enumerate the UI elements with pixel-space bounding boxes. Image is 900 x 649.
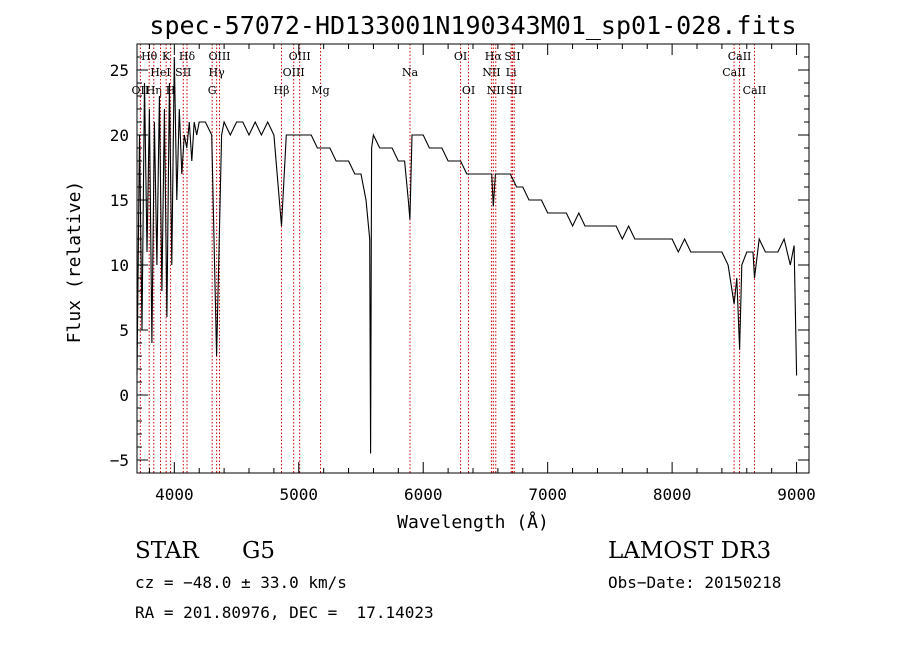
line-label: CaII	[722, 66, 746, 79]
spectrum-line	[136, 56, 798, 454]
line-label: Hδ	[179, 50, 196, 63]
y-tick-label: 10	[110, 256, 129, 275]
line-label: Hβ	[274, 84, 290, 97]
x-tick-label: 4000	[155, 485, 194, 504]
line-label: OI	[454, 50, 467, 63]
y-tick-label: 15	[110, 191, 129, 210]
line-label: OI	[462, 84, 475, 97]
spectrum-plot: spec-57072-HD133001N190343M01_sp01-028.f…	[64, 11, 816, 533]
y-tick-label: 5	[119, 321, 129, 340]
line-label: H	[166, 84, 176, 97]
coordinates: RA = 201.80976, DEC = 17.14023	[135, 603, 434, 622]
line-label: Hα	[485, 50, 503, 63]
line-label: CaII	[743, 84, 767, 97]
line-label: CaII	[728, 50, 752, 63]
x-tick-label: 9000	[777, 485, 816, 504]
x-tick-label: 6000	[404, 485, 443, 504]
obs-date: Obs−Date: 20150218	[608, 573, 782, 592]
x-tick-label: 7000	[528, 485, 567, 504]
line-label: K	[162, 50, 171, 63]
line-label: OIII	[289, 50, 311, 63]
chart-title: spec-57072-HD133001N190343M01_sp01-028.f…	[149, 11, 796, 40]
survey-name: LAMOST DR3	[608, 538, 772, 564]
y-axis-label: Flux (relative)	[64, 181, 85, 344]
line-label: NII	[487, 84, 505, 97]
line-label: Hγ	[209, 66, 226, 79]
line-label: Li	[506, 66, 517, 79]
line-label: HeI	[150, 66, 170, 79]
x-axis-label: Wavelength (Å)	[397, 511, 549, 533]
y-tick-label: 20	[110, 126, 129, 145]
y-tick-label: −5	[110, 451, 129, 470]
line-label: OIII	[208, 50, 230, 63]
line-label: Na	[402, 66, 419, 79]
line-label: SII	[506, 84, 522, 97]
y-tick-label: 0	[119, 386, 129, 405]
line-label: Hθ	[141, 50, 158, 63]
line-label: SII	[504, 50, 520, 63]
y-tick-label: 25	[110, 61, 129, 80]
object-subclass: G5	[242, 538, 276, 564]
line-label: OIII	[283, 66, 305, 79]
line-label: SII	[175, 66, 191, 79]
line-label: Mg	[311, 84, 329, 97]
x-tick-label: 8000	[653, 485, 692, 504]
line-label: G	[208, 84, 217, 97]
line-label: Hη	[146, 84, 162, 97]
x-tick-label: 5000	[280, 485, 319, 504]
object-class: STAR	[135, 538, 199, 564]
line-label: NII	[482, 66, 500, 79]
axis-ticks: 4000 5000 6000 7000 8000 9000 −5 0 5 10 15 20 25	[110, 43, 816, 504]
redshift-readout: cz = −48.0 ± 33.0 km/s	[135, 573, 347, 592]
plot-frame	[136, 43, 810, 474]
emission-line-markers: OIIHθHηHeIKHSIIHδGHγOIIIHβOIIIOIIIMgNaOI…	[132, 44, 767, 473]
